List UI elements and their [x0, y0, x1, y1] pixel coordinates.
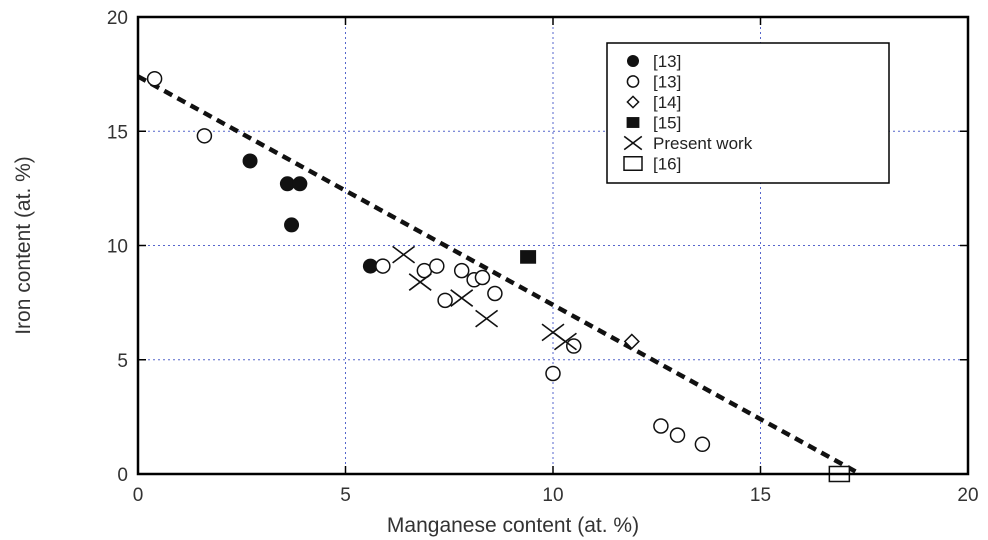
data-point-open-circle [653, 418, 669, 434]
tick-labels: 0 5 10 15 20 0 5 10 15 20 [107, 8, 979, 506]
data-point-cross [553, 332, 577, 351]
data-point-cross [475, 309, 499, 328]
cross-stroke [475, 309, 499, 328]
legend-label: [13] [653, 73, 681, 92]
x-tick-label: 15 [750, 485, 771, 506]
data-point-open-diamond [623, 333, 640, 350]
legend-label: [16] [653, 155, 681, 174]
cross-stroke [553, 332, 577, 351]
cross-stroke [541, 323, 565, 342]
data-point-open-circle [375, 258, 391, 274]
data-point-filled-circle [284, 217, 300, 233]
legend-box [606, 42, 890, 184]
x-axis-label: Manganese content (at. %) [387, 514, 639, 537]
legend-label: [13] [653, 52, 681, 71]
legend-entry: [14] [626, 93, 681, 112]
data-point-open-circle [669, 427, 686, 443]
x-tick-label: 20 [957, 485, 978, 506]
legend-marker-cross [623, 135, 643, 151]
y-axis-label: Iron content (at. %) [12, 156, 35, 335]
data-point-filled-square [520, 250, 537, 264]
x-tick-label: 10 [542, 485, 563, 506]
data-point-open-circle [146, 70, 163, 87]
legend-marker-filled-circle [627, 55, 639, 67]
cross-stroke [408, 273, 432, 291]
data-point-open-circle [474, 269, 491, 286]
data-point-open-circle [545, 365, 561, 382]
cross-stroke [392, 245, 416, 264]
legend-entry: [13] [626, 73, 681, 92]
legend-marker-filled-square [626, 117, 640, 128]
legend-entry: [16] [623, 155, 681, 174]
data-point-open-circle [196, 128, 213, 144]
data-point-open-circle [694, 436, 711, 453]
legend-marker-open-circle [626, 75, 640, 88]
data-point-filled-circle [242, 153, 258, 169]
data-point-cross [392, 245, 416, 264]
x-tick-label: 0 [133, 485, 144, 506]
fit-line-layer [136, 74, 862, 476]
data-point-cross [408, 273, 432, 291]
data-point-filled-circle [279, 176, 295, 192]
legend-label: [15] [653, 114, 681, 133]
legend-entry: [15] [626, 114, 681, 133]
legend-entry: [13] [627, 52, 681, 71]
fit-line [136, 74, 862, 476]
legend-entry: Present work [623, 134, 753, 153]
data-point-open-circle [487, 285, 503, 302]
x-tick-label: 5 [340, 485, 351, 506]
data-point-open-circle [437, 292, 453, 309]
legend-label: [14] [653, 93, 681, 112]
data-point-open-circle [429, 258, 445, 274]
y-tick-label: 15 [107, 122, 128, 143]
data-point-filled-circle [362, 258, 378, 274]
data-point-open-circle [566, 338, 582, 354]
cross-stroke [450, 289, 474, 307]
legend-label: Present work [653, 134, 753, 153]
data-point-cross [450, 289, 474, 307]
y-tick-label: 20 [107, 8, 128, 29]
y-tick-label: 5 [117, 351, 128, 372]
data-point-open-circle [453, 262, 470, 279]
cross-stroke [623, 135, 643, 151]
legend-marker-open-square [623, 156, 643, 171]
y-tick-label: 10 [107, 237, 128, 258]
data-point-filled-circle [292, 176, 308, 192]
legend: [13][13][14][15]Present work[16] [606, 42, 890, 184]
legend-marker-open-diamond [626, 95, 640, 109]
y-tick-label: 0 [117, 465, 128, 486]
